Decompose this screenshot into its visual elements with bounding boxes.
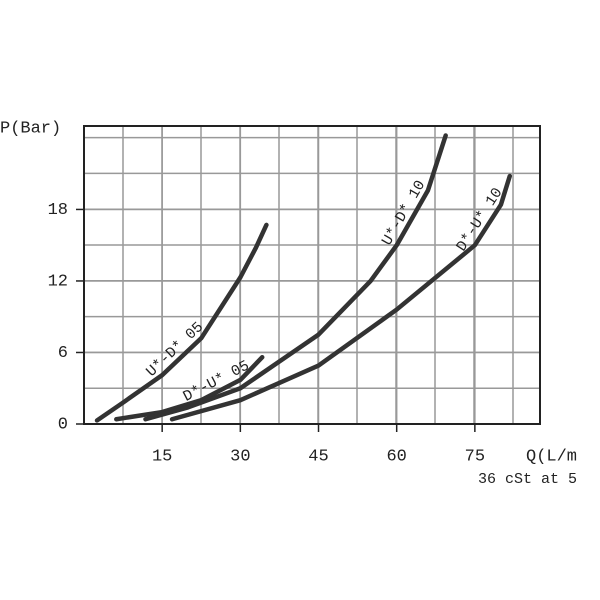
curve (169, 173, 513, 422)
x-tick-label: 30 (230, 447, 250, 466)
x-tick-label: 75 (465, 447, 485, 466)
curve-label: U*-D* 05 (143, 319, 207, 381)
curve-label: U*-D* 10 (379, 178, 429, 249)
curve (94, 222, 269, 423)
note: 36 cSt at 5 (478, 471, 577, 488)
y-tick-label: 0 (58, 415, 68, 434)
y-axis-label: P(Bar) (0, 119, 61, 138)
plot-frame (83, 125, 541, 425)
curve (143, 133, 448, 422)
x-axis-label: Q(L/m (526, 447, 577, 466)
y-tick-label: 12 (48, 272, 68, 291)
y-tick-label: 18 (48, 201, 68, 220)
curve-label: D*-U* 10 (453, 185, 506, 255)
x-tick-label: 45 (308, 447, 328, 466)
x-tick-label: 15 (152, 447, 172, 466)
x-tick-label: 60 (386, 447, 406, 466)
y-tick-label: 6 (58, 344, 68, 363)
